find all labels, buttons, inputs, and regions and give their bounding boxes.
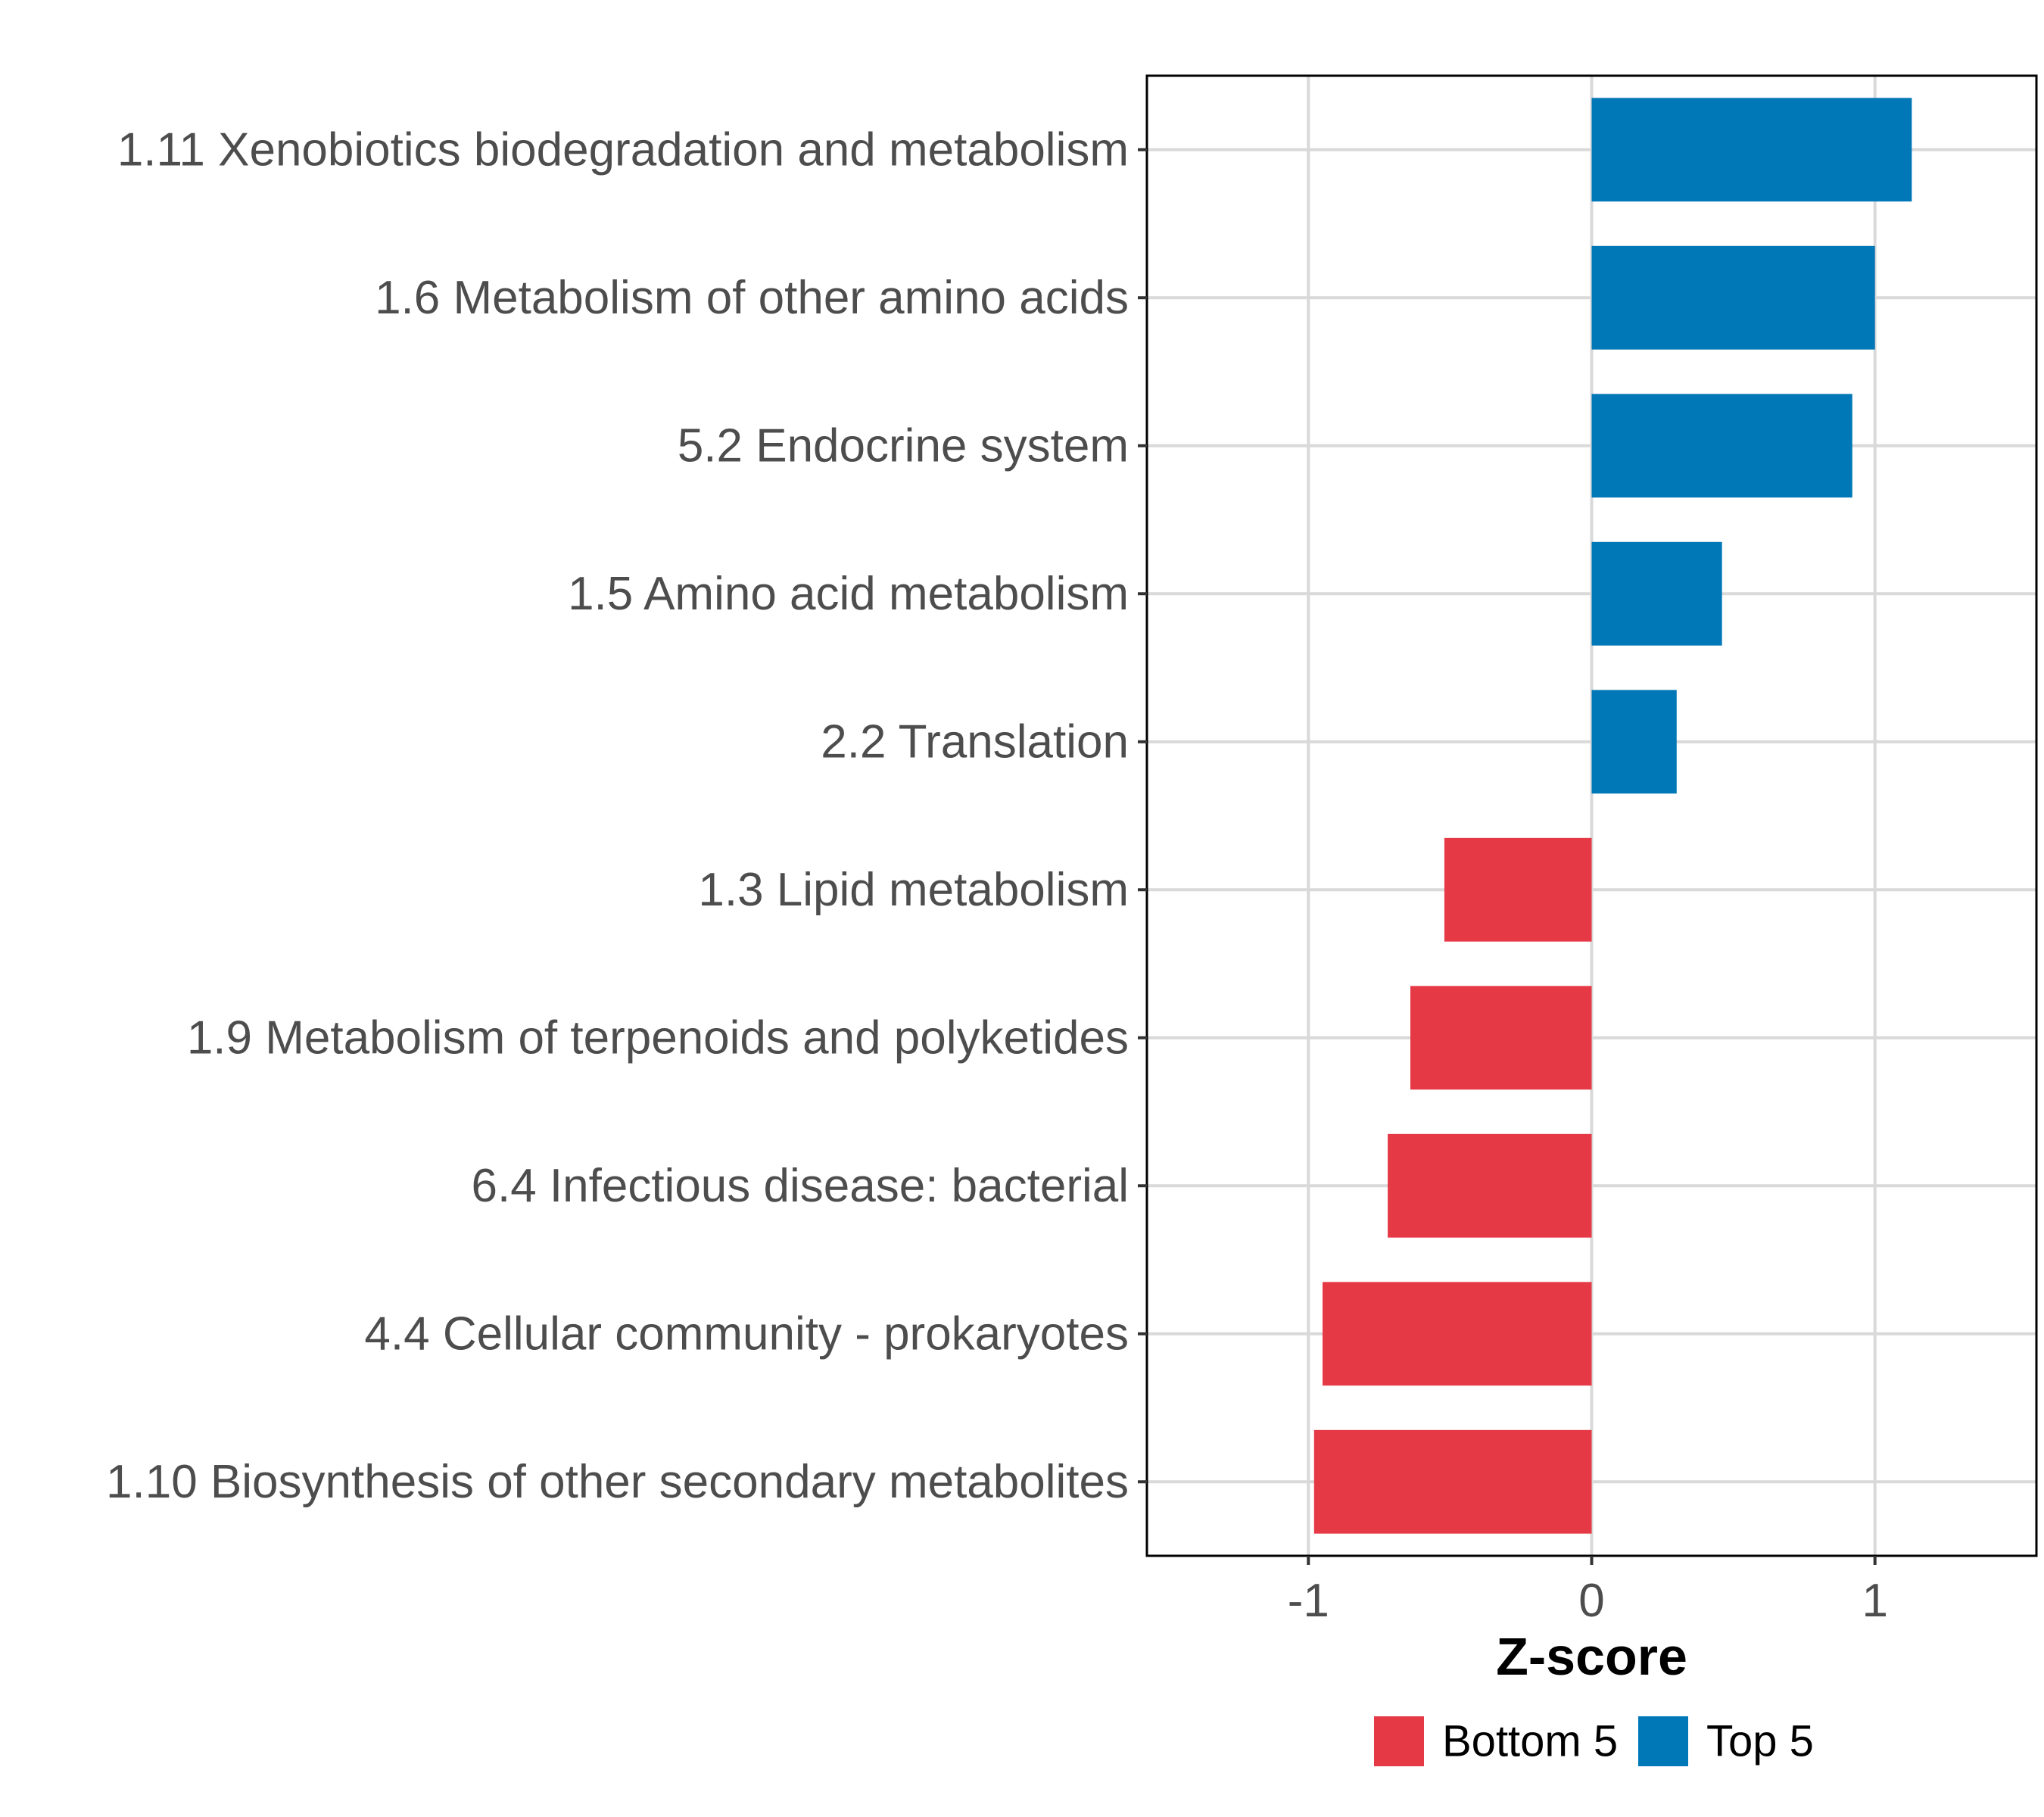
bar xyxy=(1323,1282,1592,1386)
bar xyxy=(1591,394,1852,498)
x-axis-ticks: -1 0 1 xyxy=(1288,1556,1888,1627)
x-tick-label: -1 xyxy=(1288,1575,1329,1627)
bar xyxy=(1410,986,1592,1090)
bar xyxy=(1591,541,1722,646)
bar xyxy=(1388,1133,1592,1238)
legend: Bottom 5 Top 5 xyxy=(1374,1716,1814,1766)
y-tick-label: 1.5 Amino acid metabolism xyxy=(568,568,1129,620)
x-tick-label: 1 xyxy=(1862,1575,1887,1627)
y-tick-label: 2.2 Translation xyxy=(821,715,1129,768)
bar xyxy=(1444,837,1592,942)
bar xyxy=(1591,690,1677,794)
bar xyxy=(1591,245,1875,350)
legend-swatch xyxy=(1374,1716,1424,1766)
y-tick-label: 1.6 Metabolism of other amino acids xyxy=(375,272,1129,324)
y-tick-label: 5.2 Endocrine system xyxy=(678,419,1129,472)
legend-label: Top 5 xyxy=(1706,1717,1814,1766)
y-tick-label: 1.10 Biosynthesis of other secondary met… xyxy=(106,1456,1129,1508)
x-tick-label: 0 xyxy=(1578,1575,1604,1627)
y-tick-label: 6.4 Infectious disease: bacterial xyxy=(471,1160,1129,1212)
legend-swatch xyxy=(1638,1716,1688,1766)
y-tick-label: 1.11 Xenobiotics biodegradation and meta… xyxy=(117,123,1129,176)
y-axis-ticks: 1.11 Xenobiotics biodegradation and meta… xyxy=(106,123,1147,1508)
y-tick-label: 4.4 Cellular community - prokaryotes xyxy=(364,1307,1129,1360)
bar xyxy=(1591,98,1912,202)
y-tick-label: 1.3 Lipid metabolism xyxy=(698,864,1129,916)
y-tick-label: 1.9 Metabolism of terpenoids and polyket… xyxy=(187,1011,1129,1064)
x-axis-title: Z-score xyxy=(1496,1627,1687,1686)
bars xyxy=(1313,98,1912,1534)
bar xyxy=(1313,1429,1592,1534)
legend-label: Bottom 5 xyxy=(1442,1717,1618,1766)
